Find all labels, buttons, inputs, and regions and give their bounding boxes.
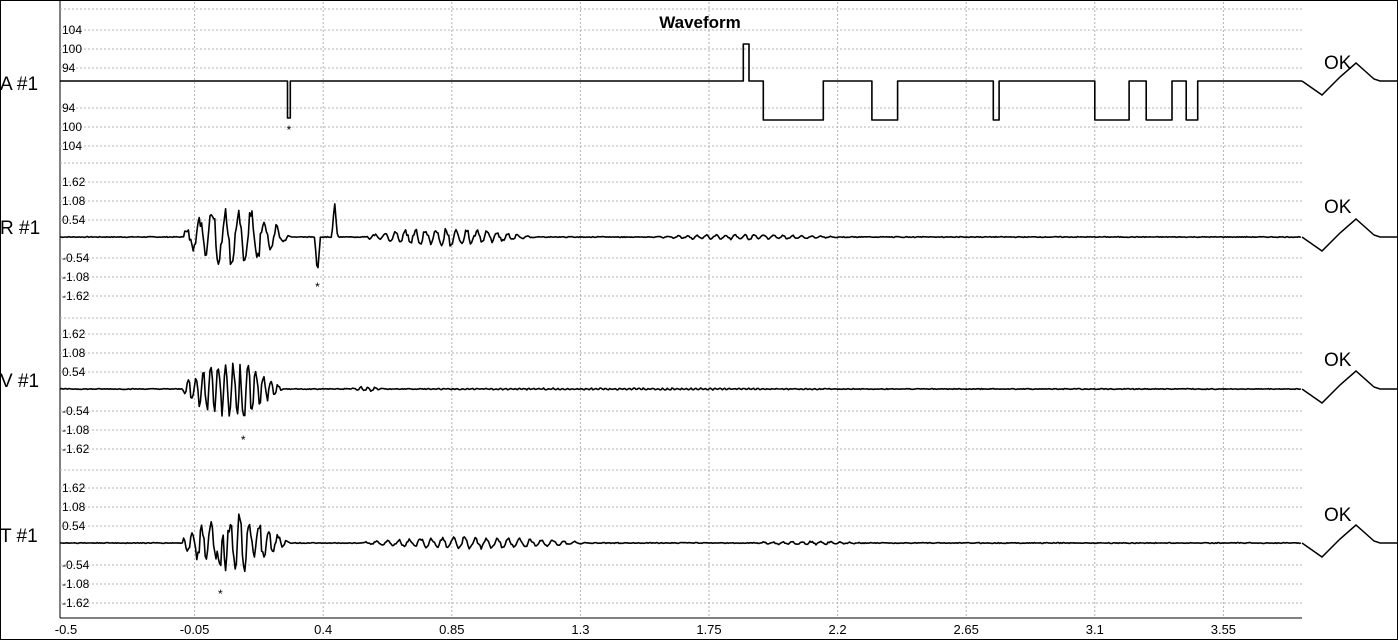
y-tick-label: 104 [62, 23, 82, 37]
y-tick-label: 1.62 [62, 481, 86, 495]
x-tick-label: -0.5 [55, 622, 77, 637]
y-tick-label: 0.54 [62, 365, 86, 379]
status-check-icon [1301, 524, 1398, 558]
y-tick-label: 1.08 [62, 194, 86, 208]
waveform-trace [60, 43, 1302, 121]
grid-layer [60, 2, 1302, 618]
pick-marker: * [287, 123, 292, 137]
status-label: OK [1324, 350, 1352, 371]
channels: A #1 104 100 94 94 100 104 * OK R #1 1.62 1.08 0.54 -… [0, 23, 1398, 610]
y-tick-label: 1.08 [62, 500, 86, 514]
y-tick-label: 1.62 [62, 175, 86, 189]
y-tick-label: 100 [62, 120, 82, 134]
x-tick-label: 3.1 [1086, 622, 1104, 637]
x-tick-label: 2.65 [954, 622, 979, 637]
waveform-trace [60, 203, 1302, 269]
x-tick-label: 0.4 [314, 622, 332, 637]
x-tick-label: 1.75 [696, 622, 721, 637]
waveform-trace [59, 513, 1302, 573]
y-tick-label: -0.54 [62, 558, 90, 572]
x-tick-label: -0.05 [180, 622, 210, 637]
channel-3: T #1 1.62 1.08 0.54 -0.54 -1.08 -1.62 * OK [0, 481, 1398, 610]
chart-title: Waveform [659, 13, 741, 32]
waveform-trace [59, 362, 1302, 417]
y-tick-label: -1.62 [62, 442, 90, 456]
channel-label: R #1 [0, 218, 40, 239]
y-tick-label: -1.62 [62, 596, 90, 610]
channel-label: T #1 [0, 526, 38, 547]
x-tick-label: 1.3 [571, 622, 589, 637]
y-tick-label: -1.08 [62, 577, 90, 591]
channel-0: A #1 104 100 94 94 100 104 * OK [0, 23, 1398, 153]
x-axis-ticks: -0.5 -0.05 0.4 0.85 1.3 1.75 2.2 2.65 3.1 3.55 [55, 622, 1236, 637]
y-tick-label: -0.54 [62, 404, 90, 418]
x-tick-label: 2.2 [829, 622, 847, 637]
status-check-icon [1301, 218, 1398, 252]
channel-label: A #1 [0, 74, 38, 95]
y-tick-label: -1.62 [62, 289, 90, 303]
pick-marker: * [315, 280, 320, 294]
status-check-icon [1301, 62, 1398, 96]
y-tick-label: 94 [62, 61, 76, 75]
status-check-icon [1301, 370, 1398, 404]
y-tick-label: -1.08 [62, 270, 90, 284]
x-tick-label: 0.85 [439, 622, 464, 637]
status-label: OK [1324, 197, 1352, 218]
y-tick-label: -1.08 [62, 423, 90, 437]
pick-marker: * [241, 433, 246, 447]
y-tick-label: 0.54 [62, 213, 86, 227]
status-label: OK [1324, 53, 1352, 74]
y-tick-label: 100 [62, 42, 82, 56]
x-tick-label: 3.55 [1211, 622, 1236, 637]
y-tick-label: 104 [62, 139, 82, 153]
y-tick-label: 1.08 [62, 346, 86, 360]
y-tick-label: 94 [62, 101, 76, 115]
channel-label: V #1 [0, 371, 39, 392]
channel-1: R #1 1.62 1.08 0.54 -0.54 -1.08 -1.62 * OK [0, 175, 1398, 303]
pick-marker: * [218, 587, 223, 601]
channel-2: V #1 1.62 1.08 0.54 -0.54 -1.08 -1.62 * OK [0, 327, 1398, 456]
y-tick-label: 1.62 [62, 327, 86, 341]
y-tick-label: -0.54 [62, 251, 90, 265]
y-tick-label: 0.54 [62, 519, 86, 533]
status-label: OK [1324, 505, 1352, 526]
